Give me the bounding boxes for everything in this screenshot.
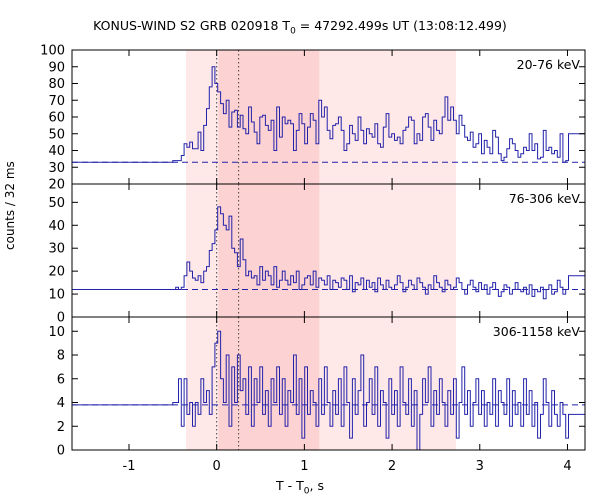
ytick-label-1-3: 30 (48, 242, 65, 257)
title-rest: = 47292.499s UT (13:08:12.499) (295, 18, 507, 33)
panel-label-0: 20-76 keV (517, 57, 581, 72)
ytick-label-0-2: 40 (48, 144, 65, 159)
y-axis-label-wrap: counts / 32 ms (3, 161, 23, 270)
panel-frame-2 (71, 316, 586, 451)
ytick-label-0-1: 30 (48, 161, 65, 176)
ytick-label-1-0: 0 (57, 311, 65, 326)
ytick-label-0-5: 70 (48, 94, 65, 109)
y-axis-label: counts / 32 ms (3, 161, 17, 250)
ytick-label-0-0: 20 (48, 178, 65, 193)
ytick-label-1-4: 40 (48, 219, 65, 234)
chart-title: KONUS-WIND S2 GRB 020918 T0 = 47292.499s… (0, 18, 600, 37)
ytick-label-2-2: 4 (57, 396, 65, 411)
xtick-label-2: 1 (300, 459, 308, 474)
ytick-label-1-2: 20 (48, 265, 65, 280)
series-line-2 (72, 330, 585, 451)
xtick-label-5: 4 (563, 459, 571, 474)
x-axis-label: T - T0, s (0, 478, 600, 497)
series-line-0 (72, 66, 585, 163)
ytick-label-2-0: 0 (57, 444, 65, 459)
ytick-label-0-3: 50 (48, 127, 65, 142)
xlabel-sub: 0 (303, 486, 310, 497)
panel-label-1: 76-306 keV (509, 191, 581, 206)
panel-label-2: 306-1158 keV (493, 324, 581, 339)
ytick-label-2-3: 6 (57, 372, 65, 387)
xtick-label-4: 3 (476, 459, 484, 474)
title-sub: 0 (290, 26, 296, 37)
ytick-label-2-1: 2 (57, 420, 65, 435)
series-line-1 (72, 206, 585, 300)
ytick-label-1-5: 50 (48, 196, 65, 211)
xlabel-main: T - T (276, 478, 304, 493)
xtick-label-0: -1 (123, 459, 136, 474)
xtick-label-3: 2 (388, 459, 396, 474)
shaded-interval-inner (218, 50, 320, 450)
ytick-label-2-4: 8 (57, 349, 65, 364)
ytick-label-0-6: 80 (48, 77, 65, 92)
xtick-label-1: 0 (213, 459, 221, 474)
ytick-label-0-7: 90 (48, 60, 65, 75)
ytick-label-0-4: 60 (48, 111, 65, 126)
ytick-label-2-5: 10 (48, 325, 65, 340)
ytick-label-1-1: 10 (48, 288, 65, 303)
ytick-label-0-8: 100 (40, 44, 65, 59)
title-main: KONUS-WIND S2 GRB 020918 T (93, 18, 291, 33)
xlabel-rest: , s (309, 478, 324, 493)
